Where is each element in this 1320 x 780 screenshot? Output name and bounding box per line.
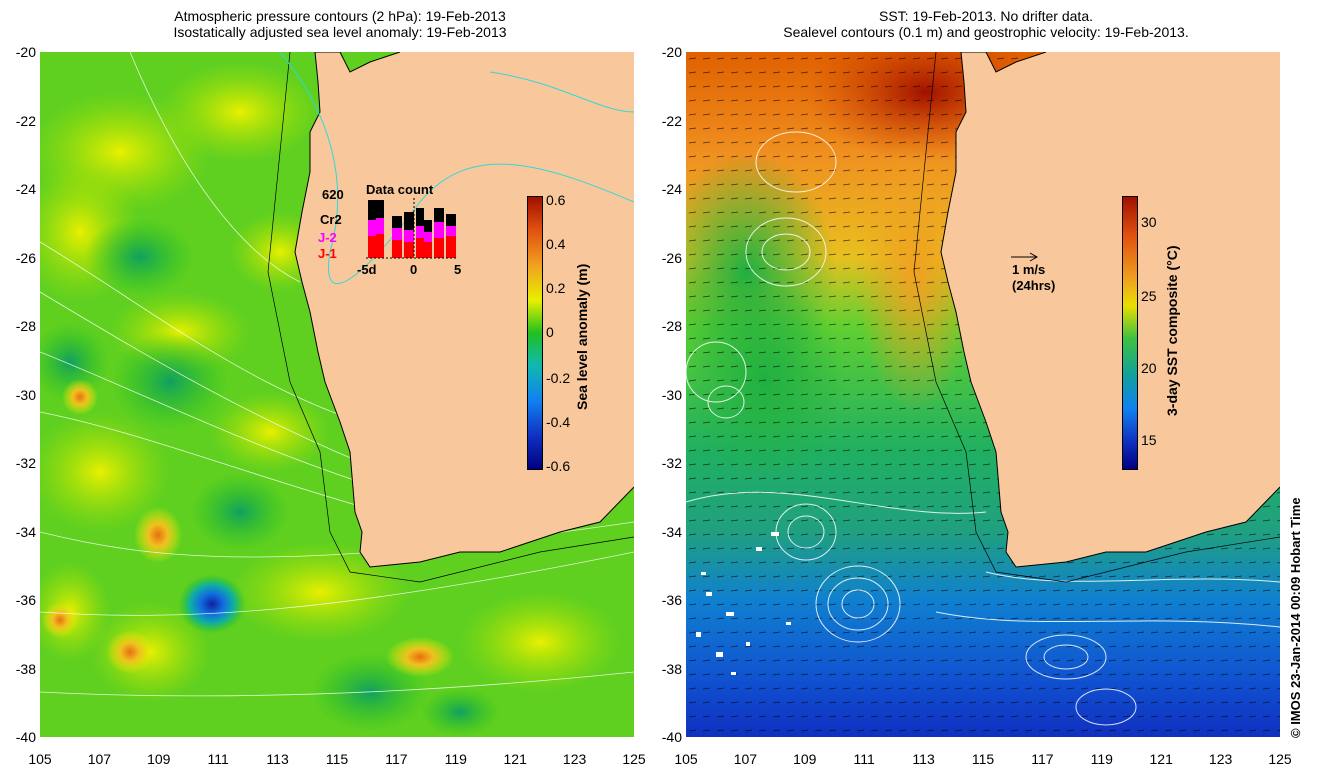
sst-colorbar-title: 3-day SST composite (°C) <box>1164 245 1180 416</box>
histogram-bars <box>368 200 456 258</box>
x-tick-label: 115 <box>971 751 995 767</box>
right-title-line2: Sealevel contours (0.1 m) and geostrophi… <box>783 24 1189 40</box>
velocity-scale-arrow-icon <box>1011 252 1039 262</box>
sla-cb-tick: 0.2 <box>546 280 566 296</box>
left-title-line2: Isostatically adjusted sea level anomaly… <box>173 24 507 40</box>
y-tick-label: -36 <box>15 592 36 608</box>
data-count-heading: Data count <box>366 182 434 197</box>
sla-cb-tick: -0.2 <box>546 370 571 386</box>
series-label-j1: J-1 <box>318 246 337 261</box>
sla-cb-tick: -0.6 <box>546 458 571 474</box>
x-tick-label: 111 <box>853 751 875 767</box>
y-tick-label: -24 <box>15 181 36 197</box>
data-count-histogram <box>366 198 458 259</box>
series-label-j2: J-2 <box>318 230 337 245</box>
y-tick-label: -24 <box>661 181 682 197</box>
velocity-scale-label: 1 m/s <box>1012 262 1046 277</box>
y-tick-label: -36 <box>661 592 682 608</box>
y-tick-label: -28 <box>661 318 682 334</box>
sla-map-svg <box>40 52 634 737</box>
y-tick-label: -20 <box>15 44 36 60</box>
y-tick-label: -28 <box>15 318 36 334</box>
x-tick-label: 115 <box>325 751 349 767</box>
x-tick-label: 111 <box>207 751 229 767</box>
sla-cb-tick: 0 <box>546 324 554 340</box>
sea-level-anomaly-map <box>40 52 634 737</box>
y-tick-label: -32 <box>661 455 682 471</box>
y-tick-label: -32 <box>15 455 36 471</box>
y-tick-label: -22 <box>661 112 682 129</box>
y-tick-label: -38 <box>15 660 36 677</box>
x-tick-label: 109 <box>793 751 817 767</box>
x-tick-label: 105 <box>28 751 52 767</box>
data-count-number: 620 <box>322 187 344 202</box>
y-tick-label: -40 <box>15 729 36 745</box>
x-tick-label: 107 <box>87 751 112 767</box>
y-tick-label: -26 <box>661 249 682 266</box>
y-tick-label: -40 <box>661 729 682 745</box>
y-tick-label: -20 <box>661 44 682 60</box>
hist-tick-5: 5 <box>454 262 462 277</box>
y-tick-label: -30 <box>661 386 682 403</box>
sla-colorbar <box>527 196 543 470</box>
sst-cb-tick: 15 <box>1141 432 1157 448</box>
hist-tick-minus5: -5d <box>357 262 377 277</box>
x-tick-label: 121 <box>503 751 527 767</box>
sla-cb-tick: 0.6 <box>546 192 566 208</box>
sla-colorbar-title: Sea level anomaly (m) <box>574 263 590 410</box>
x-tick-label: 105 <box>674 751 698 767</box>
x-tick-label: 113 <box>266 751 289 767</box>
velocity-scale-sublabel: (24hrs) <box>1012 278 1056 293</box>
sst-cb-tick: 20 <box>1141 360 1157 376</box>
series-label-cr2: Cr2 <box>320 212 342 227</box>
x-tick-label: 109 <box>147 751 171 767</box>
y-tick-label: -26 <box>15 249 36 266</box>
x-tick-label: 119 <box>444 751 467 767</box>
x-tick-label: 123 <box>1208 751 1233 767</box>
hist-tick-0: 0 <box>410 262 418 277</box>
y-tick-label: -30 <box>15 386 36 403</box>
right-panel-title: SST: 19-Feb-2013. No drifter data. Seale… <box>686 8 1286 40</box>
imos-credit: © IMOS 23-Jan-2014 00:09 Hobart Time <box>1288 497 1303 738</box>
sst-cb-tick: 25 <box>1141 288 1157 304</box>
sla-cb-tick: -0.4 <box>546 414 571 430</box>
left-title-line1: Atmospheric pressure contours (2 hPa): 1… <box>174 8 506 24</box>
x-tick-label: 123 <box>562 751 587 767</box>
y-tick-label: -22 <box>15 112 36 129</box>
x-tick-label: 119 <box>1090 751 1113 767</box>
y-tick-label: -34 <box>661 523 682 540</box>
x-tick-label: 117 <box>385 751 408 767</box>
sst-map <box>686 52 1280 737</box>
x-tick-label: 121 <box>1149 751 1173 767</box>
x-tick-label: 125 <box>622 751 646 767</box>
left-panel-title: Atmospheric pressure contours (2 hPa): 1… <box>40 8 640 40</box>
sla-cb-tick: 0.4 <box>546 236 566 252</box>
x-tick-label: 117 <box>1031 751 1054 767</box>
x-tick-label: 113 <box>912 751 935 767</box>
x-tick-label: 107 <box>733 751 758 767</box>
x-tick-label: 125 <box>1268 751 1292 767</box>
sst-map-svg <box>686 52 1280 737</box>
y-tick-label: -34 <box>15 523 36 540</box>
y-tick-label: -38 <box>661 660 682 677</box>
sst-colorbar <box>1122 196 1138 470</box>
right-title-line1: SST: 19-Feb-2013. No drifter data. <box>879 8 1093 24</box>
sst-cb-tick: 30 <box>1141 214 1157 230</box>
